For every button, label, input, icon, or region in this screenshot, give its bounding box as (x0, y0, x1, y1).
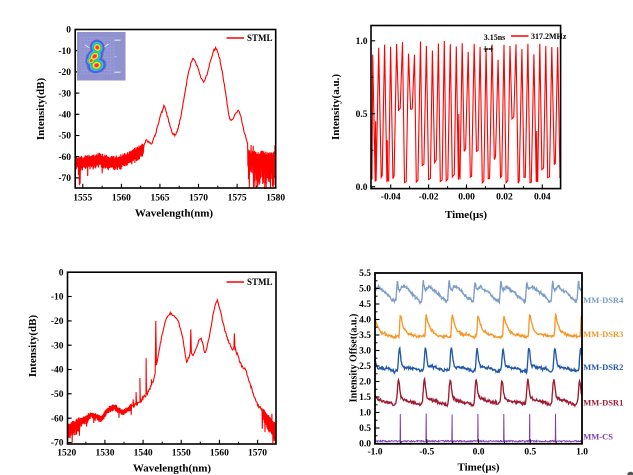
svg-text:MM-DSR3: MM-DSR3 (583, 329, 623, 339)
svg-text:4.5: 4.5 (359, 300, 371, 310)
svg-text:0.00: 0.00 (458, 193, 475, 203)
svg-text:2.5: 2.5 (359, 362, 371, 372)
svg-text:5.5: 5.5 (359, 269, 371, 279)
svg-text:0.5: 0.5 (359, 424, 371, 434)
svg-text:STML: STML (247, 277, 273, 287)
svg-text:Time(μs): Time(μs) (445, 209, 487, 221)
svg-text:0.5: 0.5 (356, 110, 368, 120)
svg-text:0.0: 0.0 (356, 183, 368, 193)
svg-text:Wavelength(nm): Wavelength(nm) (133, 463, 212, 475)
svg-text:5.0: 5.0 (359, 285, 371, 295)
svg-text:1530: 1530 (95, 449, 114, 459)
svg-text:0: 0 (59, 268, 64, 278)
svg-text:-70: -70 (58, 174, 71, 184)
svg-text:317.2MHz: 317.2MHz (531, 32, 567, 41)
svg-text:-0.04: -0.04 (381, 193, 401, 203)
svg-text:-50: -50 (58, 132, 71, 142)
svg-text:MM-DSR4: MM-DSR4 (583, 295, 624, 305)
svg-text:-20: -20 (51, 317, 64, 327)
svg-text:0.0: 0.0 (473, 448, 485, 458)
svg-text:-30: -30 (58, 89, 71, 99)
svg-text:1.0: 1.0 (356, 37, 368, 47)
svg-text:-40: -40 (58, 111, 71, 121)
svg-text:Intensity Offset(a.u.): Intensity Offset(a.u.) (349, 314, 360, 403)
svg-text:-30: -30 (51, 341, 64, 351)
svg-text:1.5: 1.5 (359, 393, 371, 403)
svg-text:1580: 1580 (266, 194, 285, 204)
svg-text:-0.02: -0.02 (419, 193, 439, 203)
svg-text:-60: -60 (58, 153, 71, 163)
svg-text:STML: STML (247, 33, 273, 43)
svg-text:3.0: 3.0 (359, 347, 371, 357)
svg-text:-60: -60 (51, 414, 64, 424)
svg-text:Wavelength(nm): Wavelength(nm) (135, 208, 214, 220)
svg-text:0.02: 0.02 (496, 193, 513, 203)
svg-text:-70: -70 (51, 439, 64, 449)
svg-text:1540: 1540 (134, 449, 153, 459)
svg-text:-0.5: -0.5 (419, 448, 434, 458)
svg-text:1555: 1555 (73, 194, 92, 204)
svg-text:-10: -10 (58, 47, 71, 57)
svg-text:0.0: 0.0 (359, 440, 371, 450)
svg-text:1575: 1575 (228, 194, 247, 204)
svg-text:1560: 1560 (112, 194, 131, 204)
svg-text:-1.0: -1.0 (367, 448, 382, 458)
svg-text:4.0: 4.0 (359, 316, 371, 326)
svg-text:0.04: 0.04 (534, 193, 551, 203)
svg-text:1550: 1550 (172, 449, 191, 459)
svg-text:-40: -40 (51, 366, 64, 376)
svg-text:MM-CS: MM-CS (583, 432, 613, 442)
svg-text:-10: -10 (51, 293, 64, 303)
svg-text:1560: 1560 (210, 449, 229, 459)
svg-text:0: 0 (66, 26, 71, 36)
svg-text:-20: -20 (58, 68, 71, 78)
svg-text:MM-DSR2: MM-DSR2 (583, 362, 623, 372)
svg-text:1570: 1570 (248, 449, 267, 459)
svg-text:Intensity(dB): Intensity(dB) (27, 314, 39, 377)
svg-text:Time(μs): Time(μs) (457, 462, 499, 474)
svg-text:1565: 1565 (150, 194, 169, 204)
svg-text:Intensity(dB): Intensity(dB) (35, 77, 47, 140)
svg-text:0.5: 0.5 (524, 448, 536, 458)
svg-text:1520: 1520 (57, 449, 76, 459)
svg-text:1.0: 1.0 (576, 448, 588, 458)
svg-text:1.0: 1.0 (359, 409, 371, 419)
svg-text:3.5: 3.5 (359, 331, 371, 341)
svg-text:MM-DSR1: MM-DSR1 (583, 398, 623, 408)
svg-text:3.15ns: 3.15ns (484, 33, 506, 42)
svg-text:-50: -50 (51, 390, 64, 400)
svg-text:2.0: 2.0 (359, 378, 371, 388)
svg-text:Intensity(a.u.): Intensity(a.u.) (330, 74, 342, 140)
svg-text:1570: 1570 (189, 194, 208, 204)
